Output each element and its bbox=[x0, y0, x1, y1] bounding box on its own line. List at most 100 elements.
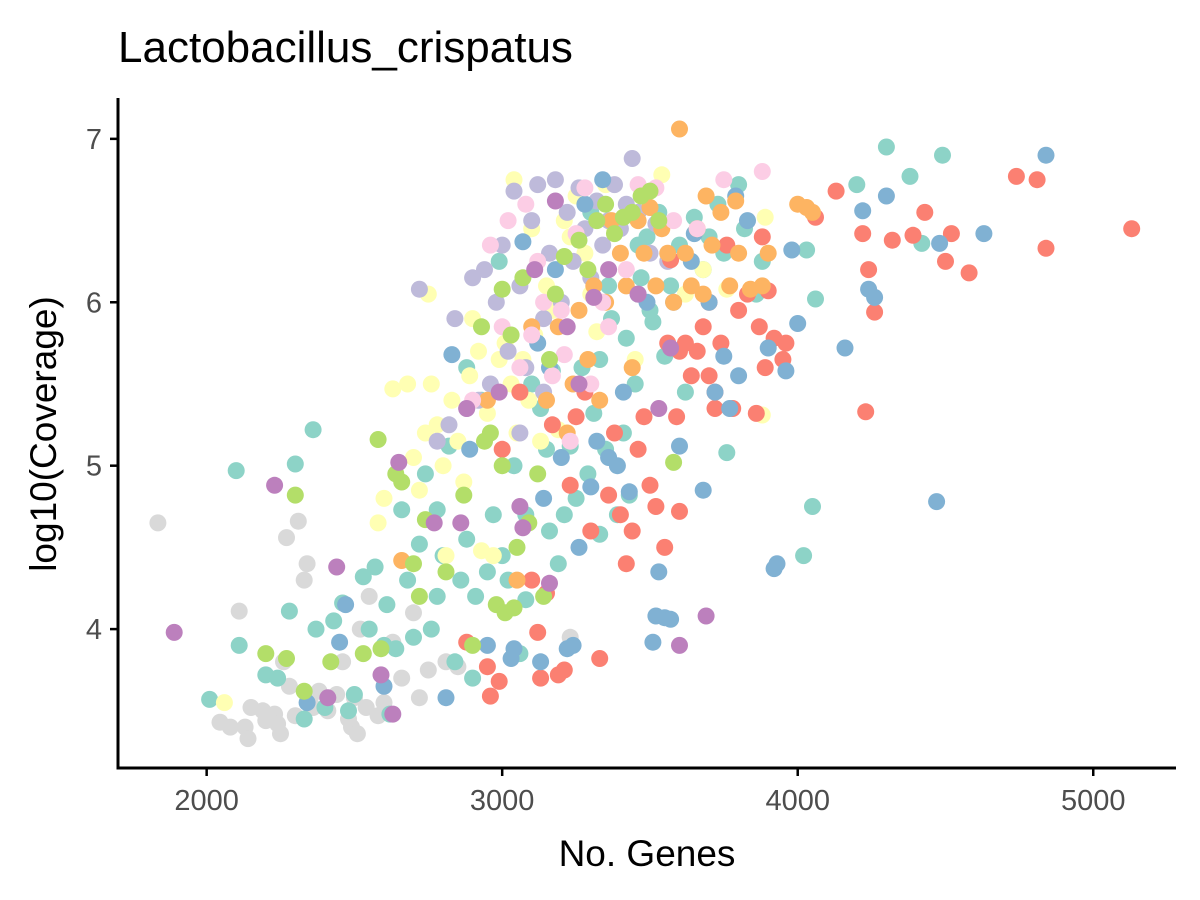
data-point bbox=[452, 571, 470, 589]
data-point bbox=[600, 318, 618, 336]
data-point bbox=[647, 498, 665, 515]
data-point bbox=[455, 486, 473, 504]
data-point bbox=[405, 449, 422, 466]
data-point bbox=[487, 293, 505, 311]
data-point bbox=[360, 587, 378, 605]
data-point bbox=[348, 725, 366, 743]
data-point bbox=[960, 264, 978, 282]
data-point bbox=[541, 244, 558, 262]
data-point bbox=[269, 669, 287, 687]
data-point bbox=[753, 163, 771, 180]
x-axis-label: No. Genes bbox=[559, 833, 736, 874]
data-point bbox=[165, 623, 183, 641]
data-point bbox=[455, 473, 473, 491]
data-point bbox=[357, 699, 375, 716]
data-point bbox=[505, 599, 523, 617]
data-point bbox=[422, 620, 440, 638]
x-tick-label: 5000 bbox=[1061, 785, 1126, 817]
data-point bbox=[499, 212, 517, 230]
data-point bbox=[541, 522, 558, 540]
data-point bbox=[201, 690, 219, 708]
data-point bbox=[467, 587, 485, 605]
data-point bbox=[428, 587, 446, 605]
data-point bbox=[387, 640, 405, 658]
data-point bbox=[570, 231, 588, 249]
chart-title: Lactobacillus_crispatus bbox=[118, 23, 573, 72]
data-point bbox=[535, 293, 553, 311]
data-point bbox=[511, 359, 529, 377]
data-point bbox=[576, 195, 594, 213]
data-point bbox=[866, 303, 884, 321]
data-point bbox=[860, 261, 878, 279]
data-point bbox=[437, 563, 455, 581]
data-point bbox=[286, 486, 304, 504]
x-tick-label: 4000 bbox=[765, 785, 830, 817]
data-point bbox=[493, 457, 511, 475]
data-point bbox=[366, 558, 384, 576]
data-point bbox=[741, 280, 759, 298]
data-point bbox=[523, 326, 541, 344]
y-tick-label: 5 bbox=[86, 451, 102, 483]
data-point bbox=[1037, 239, 1055, 257]
data-point bbox=[777, 362, 795, 380]
data-point bbox=[606, 225, 623, 243]
data-point bbox=[594, 171, 612, 189]
data-point bbox=[399, 571, 417, 589]
data-point bbox=[478, 563, 496, 581]
data-point bbox=[804, 203, 821, 221]
data-point bbox=[490, 252, 508, 270]
data-point bbox=[514, 519, 532, 537]
data-point bbox=[410, 280, 428, 298]
data-point bbox=[836, 339, 854, 357]
data-point bbox=[331, 633, 349, 651]
data-point bbox=[298, 555, 316, 573]
data-point bbox=[280, 602, 298, 620]
data-point bbox=[644, 633, 662, 651]
data-point bbox=[239, 730, 257, 748]
data-point bbox=[535, 310, 553, 328]
data-point bbox=[410, 535, 428, 553]
data-point bbox=[671, 437, 688, 455]
data-point bbox=[437, 689, 455, 707]
data-point bbox=[756, 208, 774, 226]
data-point bbox=[552, 301, 570, 319]
data-point bbox=[266, 476, 284, 494]
data-point bbox=[535, 489, 553, 507]
data-point bbox=[883, 231, 901, 249]
data-point bbox=[694, 285, 712, 303]
data-point bbox=[653, 166, 671, 184]
data-point bbox=[768, 555, 786, 573]
data-point bbox=[798, 241, 816, 259]
data-point bbox=[384, 705, 402, 723]
data-point bbox=[511, 424, 529, 442]
data-point bbox=[505, 640, 523, 658]
data-point bbox=[623, 522, 641, 540]
data-point bbox=[1123, 220, 1141, 238]
data-point bbox=[665, 453, 683, 471]
data-point bbox=[526, 261, 544, 279]
data-point bbox=[727, 192, 745, 210]
data-point bbox=[585, 288, 603, 306]
series-6 bbox=[298, 146, 1055, 712]
data-point bbox=[807, 290, 824, 308]
points-layer bbox=[149, 120, 1141, 748]
data-point bbox=[543, 416, 561, 434]
series-1 bbox=[149, 512, 579, 748]
data-point bbox=[682, 367, 700, 385]
data-point bbox=[662, 277, 680, 295]
data-point bbox=[789, 315, 807, 332]
data-point bbox=[514, 269, 532, 287]
data-point bbox=[617, 277, 635, 295]
data-point bbox=[703, 236, 721, 254]
data-point bbox=[416, 424, 434, 442]
data-point bbox=[730, 244, 748, 262]
data-point bbox=[706, 400, 724, 417]
data-point bbox=[538, 391, 555, 409]
data-point bbox=[405, 628, 422, 646]
y-tick-label: 4 bbox=[86, 614, 102, 646]
data-point bbox=[795, 547, 813, 565]
data-point bbox=[877, 138, 895, 156]
data-point bbox=[558, 203, 576, 221]
data-point bbox=[529, 465, 547, 483]
data-point bbox=[422, 375, 440, 393]
